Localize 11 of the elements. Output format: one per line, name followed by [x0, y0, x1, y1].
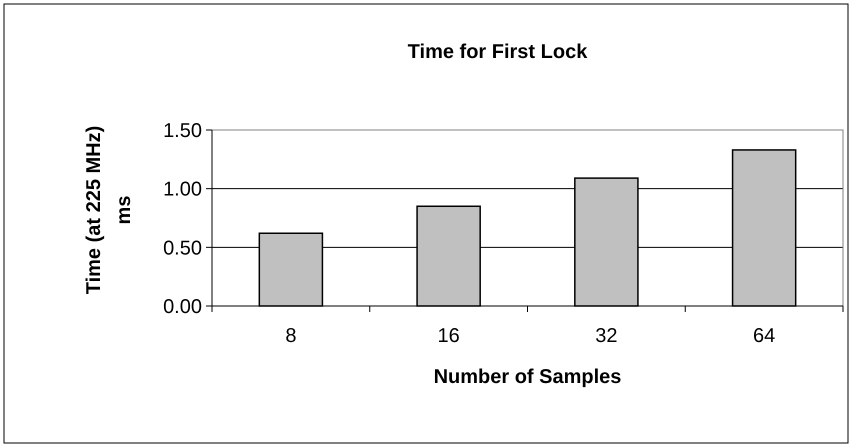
- y-tick-label: 1.50: [163, 120, 202, 142]
- y-tick-label: 1.00: [163, 178, 202, 201]
- x-tick-label: 16: [438, 325, 460, 347]
- x-tick-label: 64: [753, 325, 776, 347]
- x-axis-title: Number of Samples: [434, 366, 622, 388]
- x-tick-label: 32: [595, 325, 618, 347]
- y-axis-title: Time (at 225 MHz) ms: [83, 126, 135, 294]
- x-tick-label: 8: [285, 325, 296, 347]
- chart-title: Time for First Lock: [408, 41, 588, 63]
- y-tick-label: 0.00: [163, 296, 202, 318]
- y-tick-label: 0.50: [163, 237, 202, 260]
